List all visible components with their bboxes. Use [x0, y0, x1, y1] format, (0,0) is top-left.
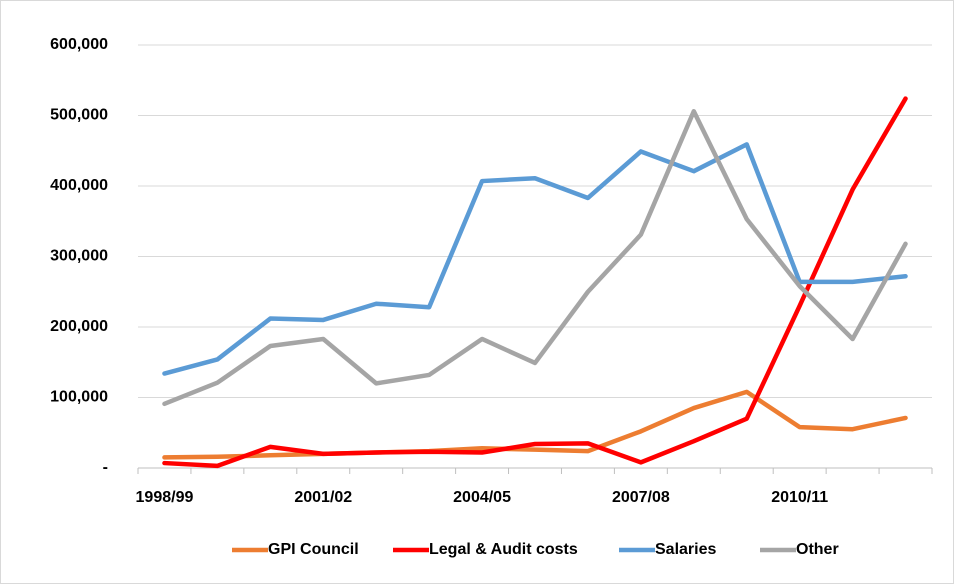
y-tick-label: 300,000 — [50, 248, 108, 265]
x-tick-label: 2004/05 — [453, 489, 511, 506]
legend-label: GPI Council — [268, 541, 359, 558]
series-line — [162, 109, 908, 407]
series-line — [162, 96, 908, 469]
series-line — [162, 389, 908, 460]
y-tick-label: - — [103, 459, 108, 476]
y-tick-label: 400,000 — [50, 177, 108, 194]
y-tick-label: 200,000 — [50, 318, 108, 335]
x-tick-label: 2010/11 — [771, 489, 828, 506]
x-tick-label: 2007/08 — [612, 489, 670, 506]
x-tick-label: 1998/99 — [136, 489, 194, 506]
legend-label: Salaries — [655, 541, 716, 558]
x-tick-label: 2001/02 — [294, 489, 352, 506]
y-tick-label: 600,000 — [50, 36, 108, 53]
series-line — [162, 142, 908, 376]
y-tick-label: 500,000 — [50, 107, 108, 124]
legend-label: Other — [796, 541, 839, 558]
y-tick-label: 100,000 — [50, 389, 108, 406]
legend-label: Legal & Audit costs — [429, 541, 578, 558]
